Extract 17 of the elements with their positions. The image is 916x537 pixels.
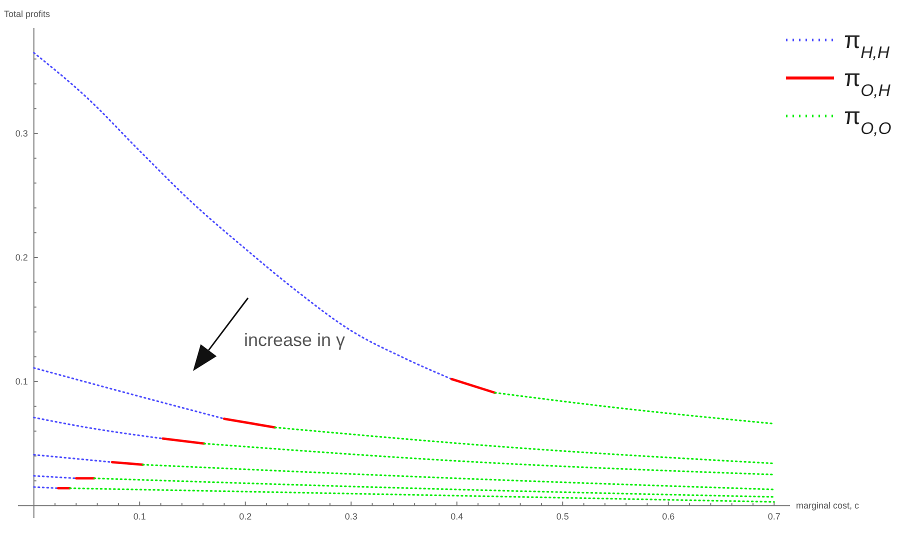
y-tick-label: 0.1 bbox=[15, 376, 28, 387]
x-tick-label: 0.2 bbox=[239, 512, 252, 522]
annotation: increase in γ bbox=[244, 330, 346, 350]
x-tick-label: 0.1 bbox=[133, 512, 146, 522]
x-tick-label: 0.4 bbox=[450, 512, 464, 522]
x-tick-label: 0.5 bbox=[556, 512, 569, 522]
y-axis-title: Total profits bbox=[4, 9, 51, 19]
line-series bbox=[33, 52, 452, 380]
y-tick-label: 0.2 bbox=[15, 252, 28, 262]
legend-label: π$_{O,H}$ bbox=[844, 65, 892, 100]
legend-label: π$_{O,O}$ bbox=[844, 103, 892, 138]
x-axis-title: marginal cost, c bbox=[796, 500, 860, 511]
x-tick-label: 0.7 bbox=[768, 512, 780, 522]
x-tick-label: 0.6 bbox=[662, 512, 675, 522]
legend-label: π$_{H,H}$ bbox=[844, 27, 890, 62]
y-tick-label: 0.3 bbox=[15, 128, 28, 138]
x-tick-label: 0.3 bbox=[344, 512, 358, 522]
